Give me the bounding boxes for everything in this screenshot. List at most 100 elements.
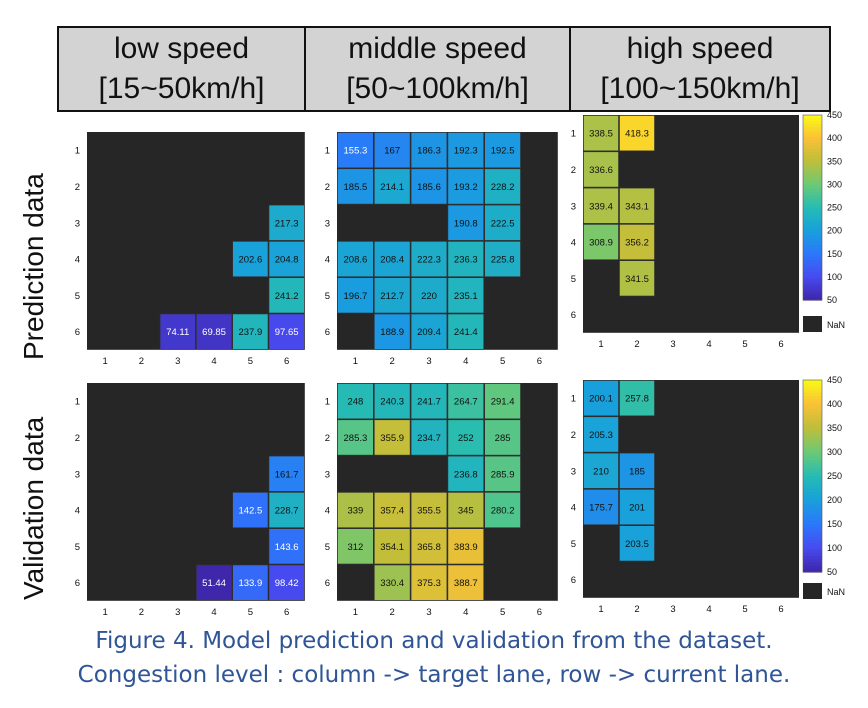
header-high-speed: high speed [100~150km/h] [569,26,831,112]
pred-high-colorbar-segment [803,259,822,264]
val-low-x-tick: 3 [175,607,180,618]
val-high-x-tick: 2 [634,604,639,615]
pred-mid-cell-label: 209.4 [417,327,441,338]
val-mid-cell [447,564,484,601]
pred-mid-cell [373,277,411,314]
val-high-colorbar-segment [803,527,822,531]
val-low-y-tick: 6 [75,578,80,589]
val-high-colorbar-segment [803,498,822,503]
val-high-colorbar-tick: 300 [827,447,842,457]
val-mid-cell-label: 355.5 [417,506,441,517]
pred-high-colorbar-segment [803,266,822,270]
val-high-colorbar-segment [803,434,822,439]
val-high-y-tick: 6 [571,575,576,586]
val-high-colorbar-segment [803,543,822,547]
pred-high-colorbar-segment [803,269,822,273]
val-high-cell [619,452,655,489]
val-mid-cell-label: 365.8 [417,542,441,553]
pred-high-colorbar-tick: 350 [827,156,842,166]
figure-caption-line1: Figure 4. Model prediction and validatio… [95,628,773,654]
val-mid-cell [447,455,484,492]
val-high-colorbar-segment [803,520,822,525]
val-low-cell [268,528,305,565]
val-mid-cell [337,528,374,565]
pred-high-colorbar-segment [803,148,822,153]
pred-low-cell [232,313,269,350]
val-high-colorbar-segment [803,501,822,506]
val-high-colorbar-segment [803,469,822,474]
figure-caption-line2: Congestion level : column -> target lane… [77,662,791,688]
pred-mid-cell [410,168,448,205]
pred-mid-x-tick: 4 [463,356,468,367]
val-high-colorbar-segment [803,546,822,551]
val-high-colorbar-segment [803,524,822,528]
val-low-cell-label: 228.7 [275,506,299,517]
pred-mid-cell [484,241,521,277]
pred-high-colorbar-segment [803,281,822,286]
val-mid-cell [410,564,448,601]
val-mid-cell-label: 285.3 [344,433,368,444]
val-high-colorbar-segment [803,530,822,535]
val-high-cell [583,489,619,525]
pred-high-x-tick: 5 [742,339,747,350]
pred-high-colorbar-segment [803,287,822,292]
val-high-colorbar-segment [803,517,822,522]
val-high-colorbar-tick: 200 [827,495,842,505]
pred-high-colorbar-segment [803,167,822,172]
val-high-colorbar-segment [803,399,822,403]
val-high-colorbar-segment [803,392,822,397]
val-mid-cell-label: 236.8 [454,469,478,480]
pred-high-y-tick: 6 [571,310,576,321]
val-mid-y-tick: 5 [325,542,330,553]
pred-high-colorbar-segment [803,210,822,215]
pred-high-cell [619,224,655,260]
val-mid-cell [373,564,411,601]
pred-mid-x-tick: 1 [353,356,358,367]
val-high-y-tick: 3 [571,466,576,477]
pred-high-colorbar-segment [803,145,822,150]
val-mid-cell-label: 383.9 [454,542,478,553]
val-high-colorbar-segment [803,508,822,512]
pred-high-colorbar-segment [803,278,822,283]
val-low-x-tick: 2 [139,607,144,618]
val-mid-x-tick: 5 [500,607,505,618]
pred-mid-cell [484,168,521,205]
pred-high-colorbar-tick: 300 [827,179,842,189]
pred-high-colorbar-tick: 250 [827,203,842,213]
val-high-colorbar-segment [803,456,822,461]
pred-high-colorbar-segment [803,263,822,267]
pred-high-colorbar-segment [803,244,822,249]
header-high-title: high speed [626,32,774,65]
val-mid-y-tick: 6 [325,578,330,589]
pred-high-colorbar-segment [803,232,822,236]
pred-high-colorbar-tick: 450 [827,110,842,120]
pred-low-cell [232,241,269,277]
pred-low-y-tick: 2 [75,182,80,193]
val-high-y-tick: 2 [571,430,576,441]
pred-high-cell-label: 338.5 [589,129,613,140]
pred-low-x-tick: 6 [284,356,289,367]
val-mid-x-tick: 2 [390,607,395,618]
pred-high-colorbar-segment [803,182,822,187]
val-high-colorbar-segment [803,463,822,467]
pred-high-colorbar-segment [803,207,822,212]
val-high-colorbar-segment [803,402,822,407]
pred-low-x-tick: 1 [103,356,108,367]
header-high-range: [100~150km/h] [600,72,800,105]
pred-high-x-tick: 6 [778,339,783,350]
pred-mid-cell-label: 225.8 [491,255,515,266]
pred-high-colorbar-segment [803,136,822,141]
val-high-colorbar-segment [803,415,822,419]
val-high-colorbar-segment [803,466,822,471]
pred-high-y-tick: 3 [571,201,576,212]
pred-mid-cell [447,204,484,241]
val-high-colorbar-segment [803,568,822,573]
pred-high-colorbar-segment [803,275,822,280]
val-mid-x-tick: 3 [426,607,431,618]
pred-high-x-tick: 3 [670,339,675,350]
pred-mid-cell-label: 193.2 [454,182,478,193]
pred-low-cell-label: 237.9 [238,327,262,338]
pred-mid-cell-label: 208.4 [380,255,404,266]
pred-high-colorbar-segment [803,238,822,243]
pred-high-cell-label: 336.6 [589,165,613,176]
